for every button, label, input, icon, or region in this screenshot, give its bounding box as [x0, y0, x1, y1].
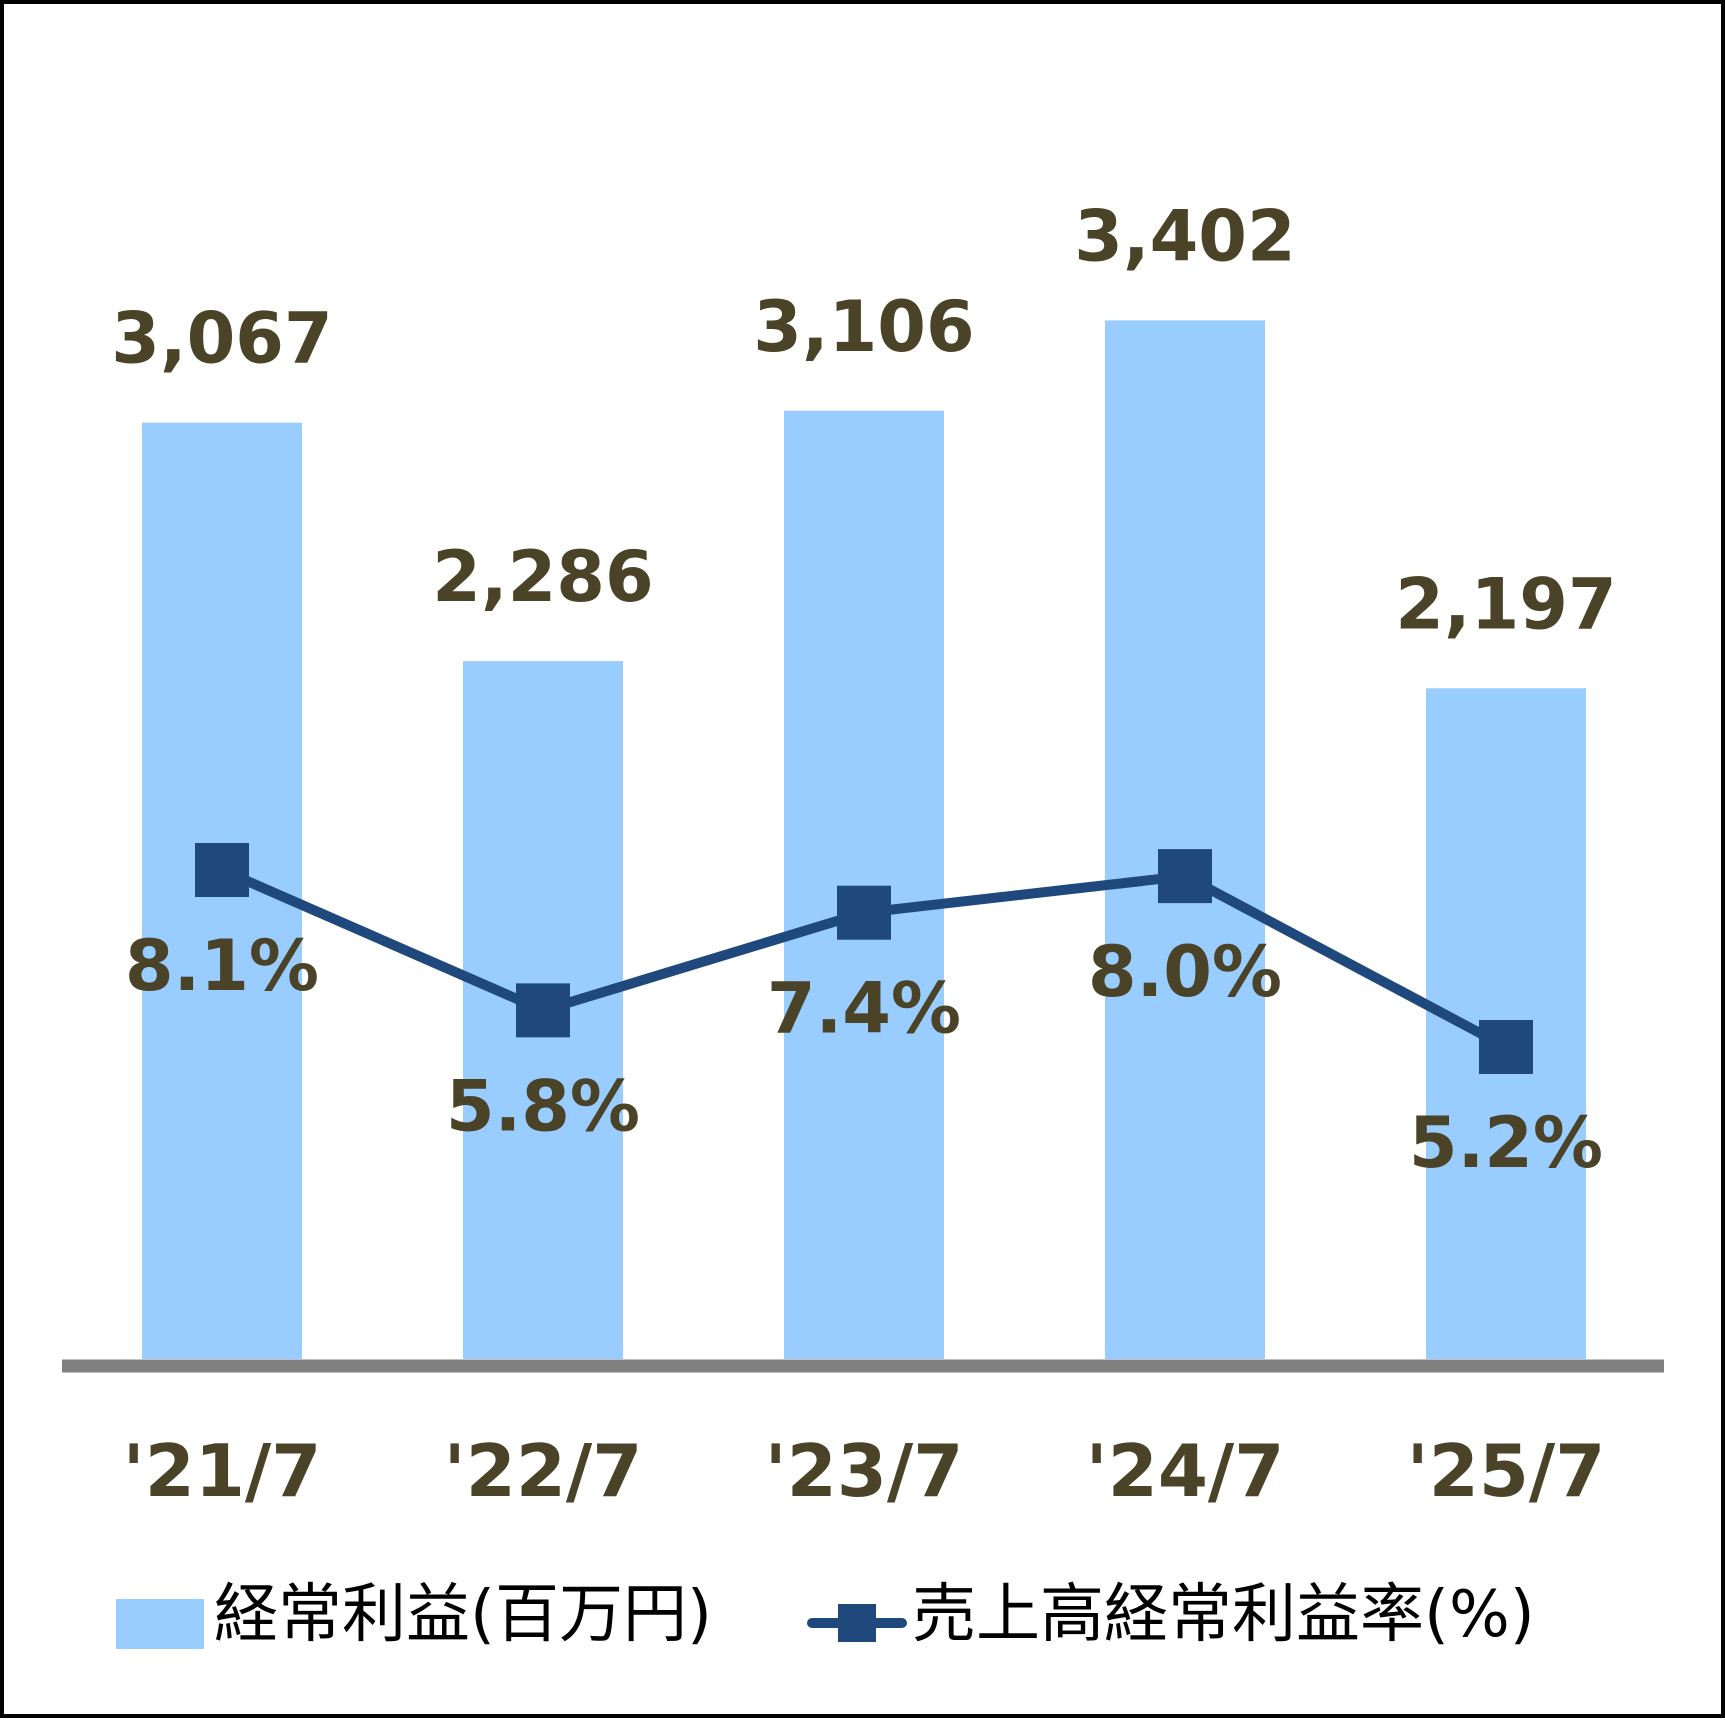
bar-value-label-0: 3,067 — [111, 298, 332, 380]
legend-bar-label: 経常利益(百万円) — [214, 1578, 712, 1652]
bar-2 — [784, 410, 944, 1359]
margin-marker-4 — [1479, 1020, 1533, 1074]
bar-value-label-4: 2,197 — [1395, 563, 1616, 645]
x-tick-label-2: '23/7 — [765, 1429, 964, 1513]
margin-marker-1 — [516, 983, 570, 1038]
margin-marker-0 — [195, 843, 249, 897]
x-tick-label-0: '21/7 — [123, 1429, 322, 1513]
bar-value-label-2: 3,106 — [753, 286, 974, 368]
legend-line-marker — [838, 1604, 876, 1642]
line-value-label-1: 5.8% — [446, 1065, 640, 1147]
margin-marker-2 — [837, 885, 891, 940]
bar-value-label-1: 2,286 — [432, 536, 653, 618]
margin-marker-3 — [1158, 849, 1212, 904]
x-tick-label-1: '22/7 — [444, 1429, 643, 1513]
chart: 3,067 2,286 3,106 3,402 2,197 8.1% 5.8% 7.4% 8.0… — [62, 195, 1664, 1652]
line-value-label-0: 8.1% — [125, 925, 319, 1007]
line-value-label-4: 5.2% — [1409, 1102, 1603, 1184]
x-tick-label-4: '25/7 — [1407, 1429, 1606, 1513]
legend-bar-swatch — [116, 1599, 204, 1649]
x-tick-label-3: '24/7 — [1086, 1429, 1285, 1513]
line-value-label-2: 7.4% — [767, 968, 961, 1050]
line-value-label-3: 8.0% — [1088, 931, 1282, 1013]
bar-3 — [1105, 320, 1265, 1359]
legend-line-label: 売上高経常利益率(%) — [912, 1578, 1535, 1652]
bar-value-label-3: 3,402 — [1074, 195, 1295, 277]
